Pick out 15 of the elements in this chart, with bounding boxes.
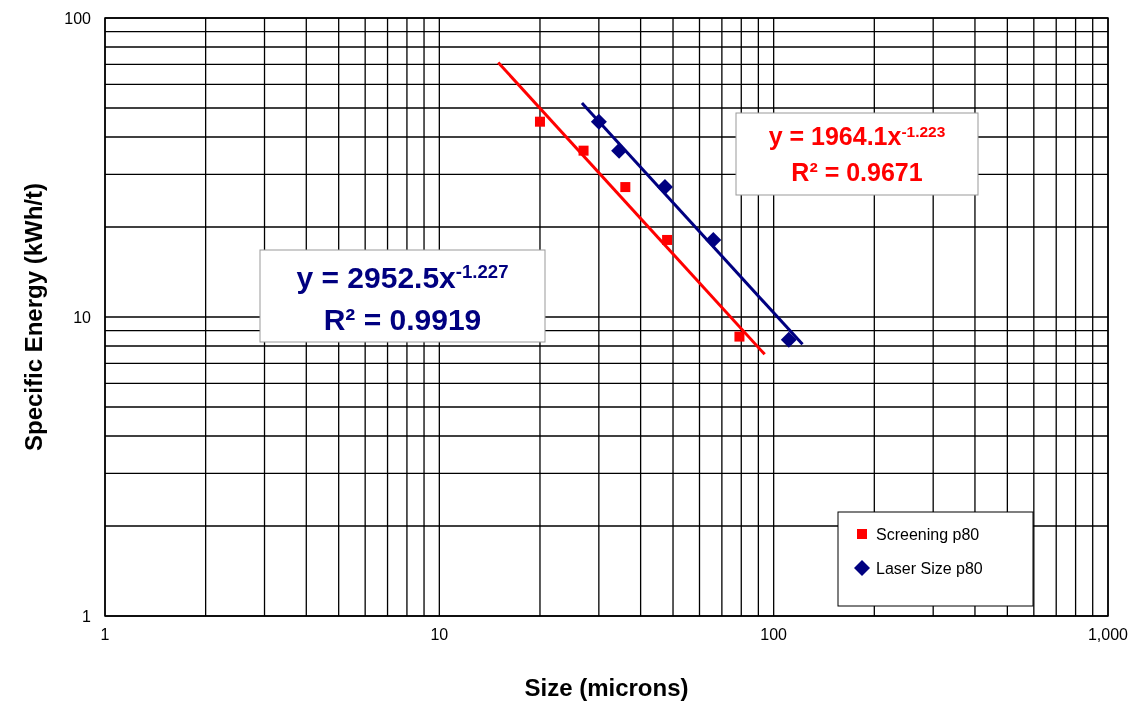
annotation: R² = 0.9919 (323, 303, 482, 336)
x-tick-label: 1,000 (1087, 626, 1129, 643)
y-tick-label: 100 (64, 10, 92, 27)
y-tick-label: 1 (82, 608, 92, 625)
x-tick-label: 1 (100, 626, 110, 643)
x-axis-title: Size (microns) (524, 674, 689, 701)
x-tick-label: 100 (760, 626, 788, 643)
y-axis-title: Specific Energy (kWh/t) (20, 182, 47, 452)
x-tick-label: 10 (430, 626, 449, 643)
annotation: y = 1964.1x$^{-1.223}$ (768, 122, 946, 150)
legend-label: Laser Size p80 (876, 560, 983, 577)
annotation: y = 2952.5x$^{-1.227}$ (296, 260, 509, 294)
y-tick-label: 10 (73, 309, 92, 326)
legend-label: Screening p80 (876, 526, 980, 543)
annotation: R² = 0.9671 (791, 158, 923, 186)
